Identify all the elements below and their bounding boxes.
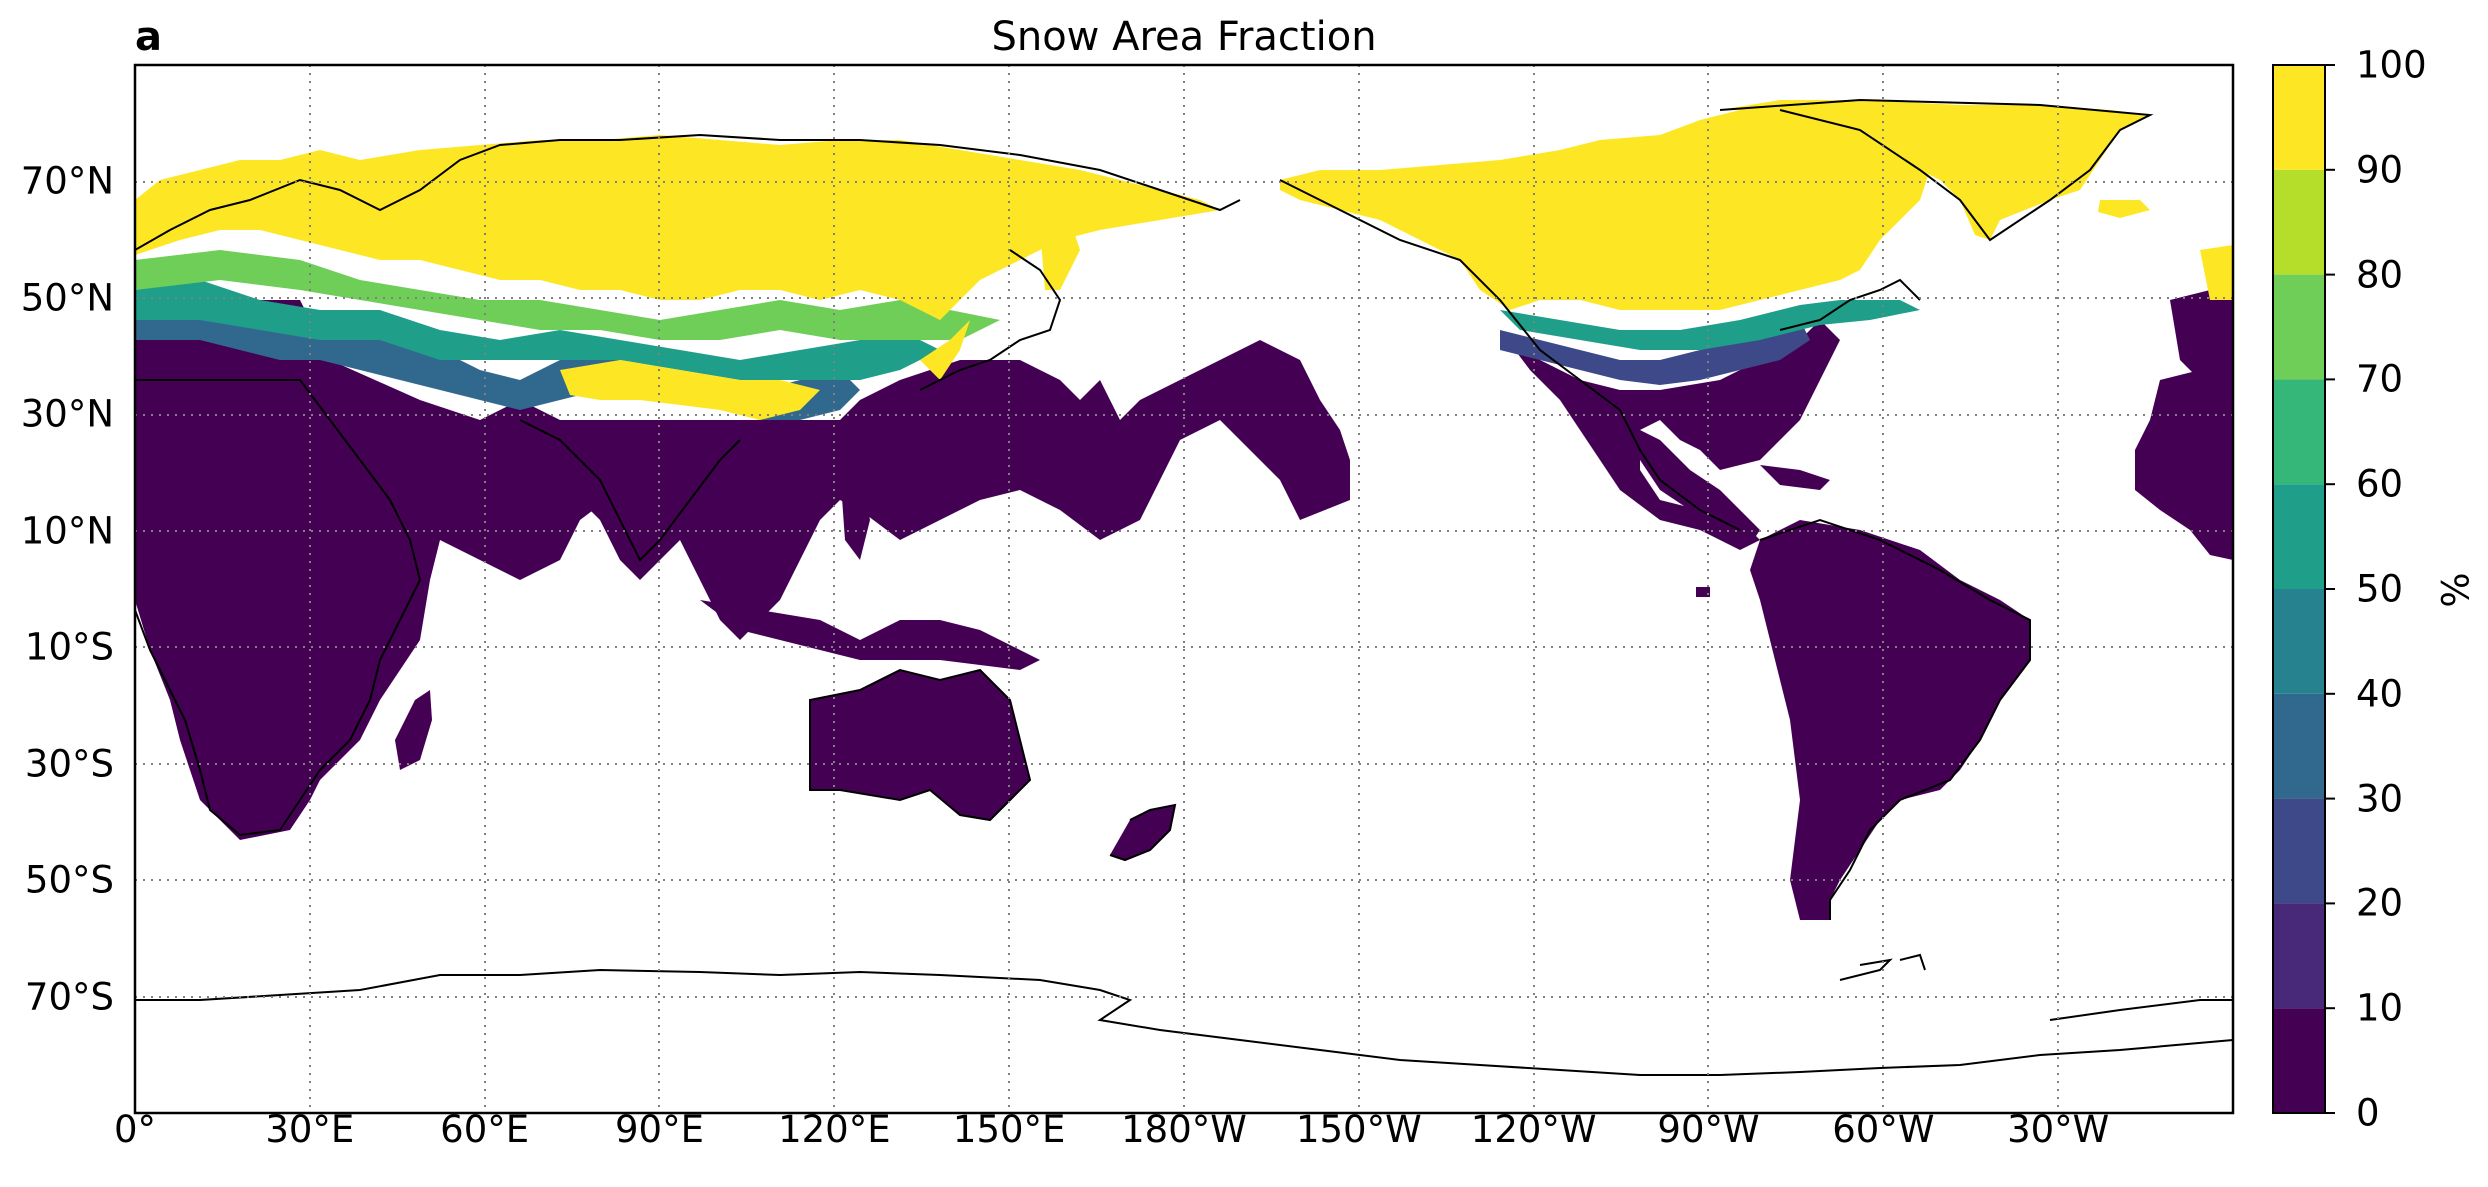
snow-iceland (2098, 200, 2150, 218)
snow-namerica-teal (1500, 300, 1920, 350)
colorbar-bin (2273, 274, 2325, 380)
colorbar-tick-label: 60 (2356, 462, 2404, 506)
lon-tick-label: 90°W (1657, 1108, 1760, 1151)
colorbar-tick-label: 40 (2356, 672, 2404, 716)
snow-tibet (560, 360, 820, 420)
lon-tick-label: 150°W (1295, 1108, 1422, 1151)
colorbar-ticks (2325, 64, 2335, 1114)
colorbar-tick-label: 10 (2356, 986, 2404, 1030)
map-area (135, 65, 2233, 1113)
snow-kamchatka (1040, 220, 1080, 290)
lat-tick-label: 30°S (24, 742, 114, 786)
lon-tick-label: 90°E (615, 1108, 704, 1151)
land-namerica-low (1500, 320, 1840, 550)
colorbar-tick-label: 30 (2356, 777, 2404, 821)
land-iberia-low (2170, 290, 2233, 380)
lon-tick-label: 150°E (952, 1108, 1066, 1151)
snow-greenland (1720, 100, 2150, 240)
land-caribbean (1760, 465, 1830, 490)
colorbar-bin (2273, 65, 2325, 170)
land-madagascar (395, 690, 432, 770)
colorbar-bin (2273, 1008, 2325, 1113)
lat-tick-label: 10°N (20, 509, 114, 553)
colorbar-bin (2273, 903, 2325, 1009)
lon-tick-label: 30°E (265, 1108, 355, 1151)
colorbar-bin (2273, 484, 2325, 589)
colorbar-tick-label: 80 (2356, 253, 2404, 297)
snow-japan (920, 320, 970, 380)
colorbar-bin (2273, 589, 2325, 694)
colorbar-tick-label: 0 (2356, 1091, 2380, 1135)
colorbar-tick-label: 20 (2356, 881, 2404, 925)
land-indonesia (700, 600, 1040, 670)
lat-tick-label: 70°S (24, 975, 114, 1019)
snow-eurasia-teal (135, 280, 940, 380)
lat-tick-label: 10°S (24, 625, 114, 669)
land-africa (135, 380, 430, 835)
colorbar-tick-label: 100 (2356, 43, 2427, 87)
colorbar (2273, 65, 2325, 1113)
lon-tick-label: 60°E (440, 1108, 530, 1151)
chart-title: Snow Area Fraction (991, 14, 1377, 60)
land-eurasia-low (135, 300, 1350, 840)
map-frame (133, 63, 2235, 1115)
lon-tick-label: 120°W (1470, 1108, 1597, 1151)
lon-tick-label: 30°W (2007, 1108, 2110, 1151)
colorbar-bin (2273, 379, 2325, 485)
land-hawaii-pixel (1696, 587, 1710, 597)
colorbar-tick-label: 50 (2356, 567, 2404, 611)
colorbar-unit-label: % (2434, 572, 2478, 608)
colorbar-tick-label: 70 (2356, 357, 2404, 401)
snow-namerica-full (1280, 110, 1930, 310)
lon-tick-label: 0° (113, 1108, 157, 1151)
lat-tick-label: 50°S (24, 858, 114, 902)
land-philippines (840, 470, 870, 560)
coastlines (135, 98, 2233, 1113)
lat-tick-label: 70°N (20, 159, 114, 203)
snow-scandinavia-edge (2200, 245, 2233, 300)
colorbar-bin (2273, 798, 2325, 904)
colorbar-tick-label: 90 (2356, 148, 2404, 192)
snow-eurasia-green (135, 250, 1000, 340)
snow-namerica-mid (1500, 320, 1810, 385)
land-samerica (1750, 520, 2030, 920)
panel-label: a (135, 14, 162, 60)
land-india (520, 420, 730, 580)
gridlines (135, 65, 2233, 1113)
land-seasia (680, 420, 880, 640)
lon-tick-label: 120°E (778, 1108, 891, 1151)
lon-tick-label: 60°W (1832, 1108, 1935, 1151)
lat-tick-label: 30°N (20, 392, 114, 436)
land-australia (810, 670, 1030, 820)
land-newzealand (1110, 805, 1175, 860)
colorbar-bin (2273, 169, 2325, 275)
lon-tick-label: 180°W (1121, 1108, 1247, 1151)
colorbar-bin (2273, 693, 2325, 799)
snow-eurasia-full (135, 135, 1220, 320)
land-westafrica (2135, 370, 2233, 560)
land-centralamerica (1640, 430, 1760, 545)
lat-tick-label: 50°N (20, 276, 114, 320)
